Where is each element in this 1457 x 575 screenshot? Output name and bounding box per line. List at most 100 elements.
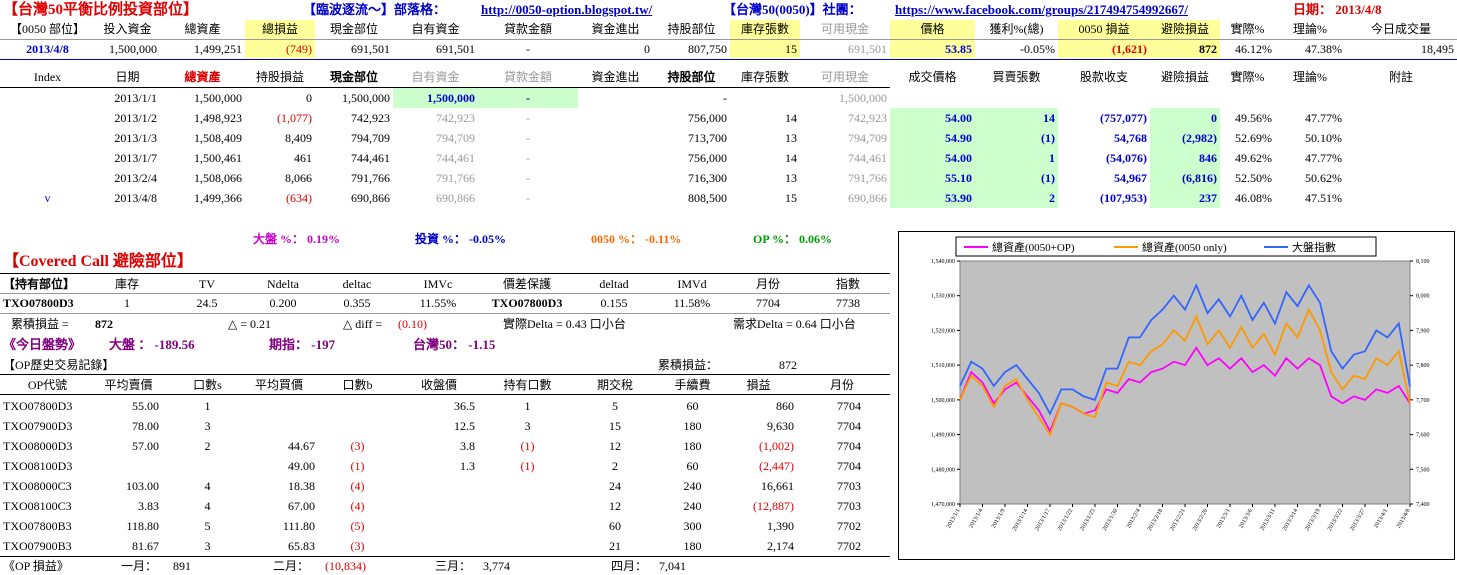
cc-value: 1	[124, 296, 130, 310]
status-header: 今日成交量	[1370, 22, 1431, 36]
op-cell: 55.00	[132, 399, 159, 413]
op-cell: 3	[524, 419, 531, 433]
op-cell: 860	[776, 399, 794, 413]
status-header: 可用現金	[820, 22, 869, 36]
status-header: 投入資金	[103, 22, 152, 36]
history-cell: 808,500	[688, 191, 727, 205]
history-header: 附註	[1388, 70, 1413, 84]
op-cell: TXO07800B3	[3, 519, 72, 533]
history-cell: 744,461	[848, 151, 887, 165]
op-header: 月份	[829, 378, 854, 392]
history-cell: 53.90	[890, 188, 975, 208]
history-cell: 47.51%	[1305, 191, 1342, 205]
op-cell: 3.8	[460, 439, 475, 453]
history-cell: 1,508,066	[194, 171, 242, 185]
op-cell: 1,390	[767, 519, 794, 533]
history-cell: 2	[975, 188, 1058, 208]
history-cell: 49.56%	[1235, 111, 1272, 125]
op-cell: (1)	[350, 459, 365, 473]
history-cell: 8,409	[285, 131, 312, 145]
op-cell: 2	[612, 459, 618, 473]
op-cell: 7702	[837, 519, 861, 533]
op-cell: 5	[204, 519, 211, 533]
month-value: (10,834)	[325, 559, 366, 573]
op-cell: 7702	[837, 539, 861, 553]
cc-value: 872	[95, 317, 113, 331]
op-cell: 78.00	[132, 419, 159, 433]
market-value: 台灣50： -1.15	[413, 337, 496, 352]
market-value: 大盤 ： -189.56	[109, 337, 195, 352]
history-header: 成交價格	[908, 70, 957, 84]
legend-label: 大盤指數	[1292, 240, 1336, 254]
history-cell: (1,077)	[277, 111, 312, 125]
month-value: 891	[173, 559, 191, 573]
y-tick-label: 1,470,000	[931, 502, 955, 508]
sheet-title: 【台灣50平衡比例投資部位】	[3, 2, 199, 18]
history-header: 自有資金	[411, 70, 460, 84]
op-cell: 65.83	[288, 539, 315, 553]
blog-label: 【臨波逐流～】部落格：	[303, 2, 447, 17]
group-url[interactable]: https://www.facebook.com/groups/21749475…	[895, 2, 1188, 17]
status-value: -	[526, 42, 530, 56]
history-cell: 1,500,000	[393, 88, 478, 108]
history-cell: 8,066	[285, 171, 312, 185]
history-cell: 47.77%	[1305, 111, 1342, 125]
cc-delta: 需求Delta = 0.64 口小台	[733, 317, 856, 331]
history-cell: 0	[306, 91, 312, 105]
cc-value: 11.55%	[419, 296, 457, 310]
op-cell: (12,887)	[753, 499, 794, 513]
history-cell: 690,866	[436, 191, 475, 205]
op-cell: 3.83	[138, 499, 159, 513]
history-cell: 13	[785, 131, 797, 145]
op-cell: (1,002)	[759, 439, 794, 453]
history-cell: 756,000	[688, 111, 727, 125]
op-cell: TXO07800D3	[3, 399, 73, 413]
month-value: 7,041	[659, 559, 686, 573]
cc-value: 7738	[836, 296, 860, 310]
rule	[0, 87, 890, 88]
rule	[0, 273, 890, 274]
op-cell: 21	[609, 539, 621, 553]
history-cell: 237	[1150, 188, 1220, 208]
status-header: 避險損益	[1150, 20, 1220, 39]
op-cell: 9,630	[767, 419, 794, 433]
market-label: 《今日盤勢》	[3, 337, 82, 352]
op-cell: 18.38	[288, 479, 315, 493]
chart: 1,470,000 1,480,000 1,490,000 1,500,000 1,51…	[898, 231, 1455, 560]
op-cell: 180	[683, 419, 702, 433]
history-cell: 1,500,000	[194, 91, 242, 105]
history-cell: 713,700	[688, 131, 727, 145]
history-header: 持股損益	[255, 70, 304, 84]
line-series	[959, 346, 1411, 434]
status-header: 獲利%(總)	[989, 22, 1044, 36]
line-series	[959, 283, 1411, 416]
blog-url[interactable]: http://0050-option.blogspot.tw/	[481, 2, 653, 17]
history-header: 買賣張數	[992, 70, 1041, 84]
history-cell: 14	[785, 111, 797, 125]
history-header: 實際%	[1230, 70, 1265, 84]
op-cell: 111.80	[282, 519, 315, 533]
history-cell: 742,923	[436, 111, 475, 125]
history-cell: 54.00	[890, 108, 975, 128]
history-cell: 14	[785, 151, 797, 165]
status-value: 872	[1150, 40, 1220, 59]
op-cell: 4	[204, 499, 211, 513]
op-cell: 81.67	[132, 539, 159, 553]
history-cell: 2013/2/4	[114, 171, 157, 185]
cc-value: TXO07800D3	[491, 296, 563, 310]
y-tick-label: 1,520,000	[931, 328, 955, 334]
op-cell: 7704	[837, 459, 861, 473]
op-cell: 60	[686, 459, 699, 473]
history-cell: 756,000	[688, 151, 727, 165]
cc-value: 7704	[756, 296, 780, 310]
ratio: 0050 %： -0.11%	[591, 232, 682, 246]
history-cell: -	[526, 111, 530, 125]
history-header: 理論%	[1293, 70, 1327, 84]
status-header: 自有資金	[411, 22, 460, 36]
y-tick-label: 1,480,000	[931, 467, 955, 473]
op-cell: 4	[204, 479, 211, 493]
op-cell: 49.00	[288, 459, 315, 473]
history-header: Index	[33, 70, 62, 84]
y2-tick-label: 7,600	[1416, 433, 1430, 439]
